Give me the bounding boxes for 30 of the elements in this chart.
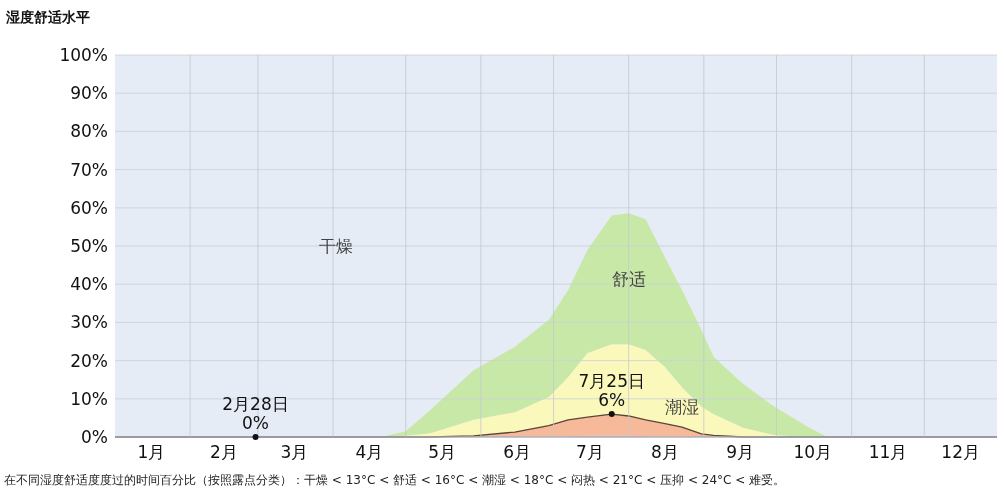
y-tick-label: 80%	[70, 121, 108, 142]
x-tick-label: 9月	[726, 442, 755, 462]
y-tick-label: 100%	[59, 45, 108, 65]
x-tick-label: 10月	[793, 442, 833, 462]
x-tick-label: 12月	[941, 442, 980, 462]
y-tick-label: 10%	[70, 388, 108, 409]
y-tick-label: 0%	[81, 427, 108, 447]
x-tick-label: 8月	[651, 442, 679, 462]
chart-title: 湿度舒适水平	[5, 9, 90, 25]
y-tick-label: 40%	[70, 274, 108, 295]
x-tick-label: 1月	[137, 442, 166, 462]
x-tick-label: 6月	[503, 442, 532, 462]
y-tick-label: 70%	[70, 159, 108, 180]
y-tick-label: 30%	[70, 312, 108, 333]
annotation: 2月28日 0%	[222, 394, 289, 433]
x-tick-label: 2月	[210, 442, 238, 462]
x-tick-label: 5月	[428, 442, 457, 462]
text: 在不同湿度舒适度度过的时间百分比（按照露点分类）：干燥 < 13°C < 舒适 < 16°C < 潮湿 < 18°C < 闷热 < 21°C < 压抑 < 24°C < 难受。	[4, 473, 786, 487]
x-tick-label: 11月	[868, 442, 908, 462]
annotation: 7月25日 6%	[578, 371, 645, 411]
annotation: 干燥	[318, 236, 353, 256]
x-tick-label: 7月	[576, 442, 604, 462]
y-tick-label: 90%	[70, 83, 108, 104]
y-tick-label: 20%	[70, 350, 108, 371]
x-tick-label: 3月	[280, 442, 309, 462]
x-tick-label: 4月	[355, 442, 384, 462]
series-label: 舒适	[611, 268, 646, 289]
series-label: 潮湿	[665, 397, 699, 418]
y-tick-label: 50%	[70, 236, 108, 256]
y-tick-label: 60%	[70, 197, 108, 218]
